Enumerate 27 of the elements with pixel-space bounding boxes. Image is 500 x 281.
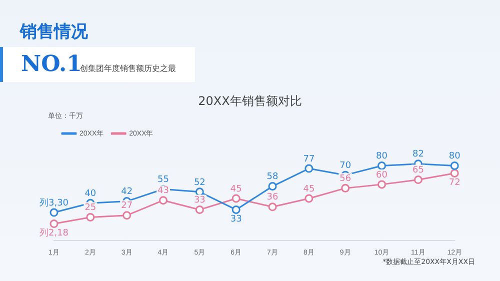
- data-label: 列2,18: [39, 228, 69, 239]
- data-label: 58: [266, 172, 279, 182]
- data-label: 77: [303, 154, 315, 164]
- data-label: 36: [266, 192, 279, 203]
- data-label: 33: [230, 214, 242, 225]
- data-label: 40: [84, 189, 96, 200]
- data-label: 70: [340, 160, 352, 171]
- data-label: 45: [303, 184, 315, 194]
- text: 销售情况: [20, 21, 88, 43]
- data-label: 65: [412, 166, 424, 176]
- data-label: 72: [448, 178, 460, 188]
- data-label: 列3,30: [39, 197, 69, 208]
- data-label: 55: [158, 174, 169, 185]
- text: 创集团年度销售额历史之最: [80, 63, 176, 74]
- data-label: 42: [121, 187, 133, 198]
- data-label: 25: [84, 203, 96, 214]
- data-label: 56: [340, 174, 352, 184]
- data-label: 82: [412, 150, 424, 160]
- data-label: 80: [376, 152, 388, 162]
- data-label: 45: [230, 184, 242, 194]
- data-label: 52: [194, 178, 206, 188]
- data-label: 60: [376, 170, 388, 180]
- data-label: 33: [194, 196, 206, 206]
- data-label: 43: [158, 186, 169, 196]
- data-label: 27: [121, 201, 133, 212]
- chart-title: 20XX年销售额对比: [197, 93, 303, 110]
- data-label: 80: [448, 152, 461, 162]
